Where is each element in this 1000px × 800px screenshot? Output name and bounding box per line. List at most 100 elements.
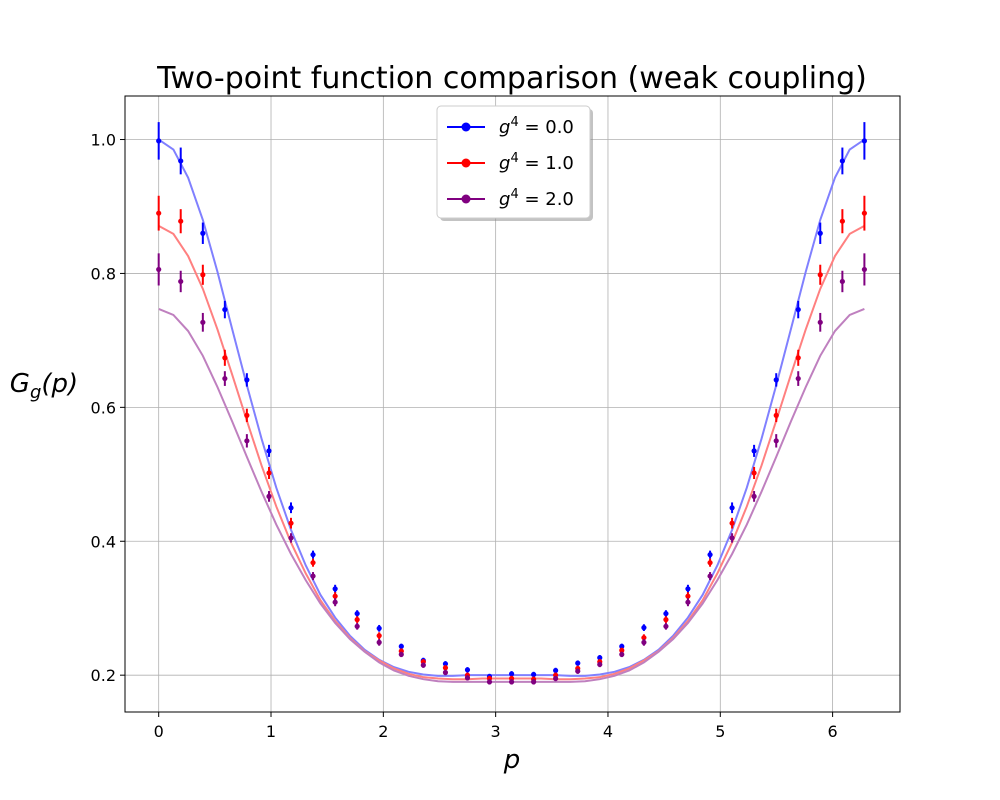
- data-point: [729, 505, 735, 511]
- x-tick-label: 3: [491, 722, 501, 741]
- plot-frame: [124, 95, 901, 713]
- data-point: [751, 493, 757, 499]
- legend-marker: [461, 158, 471, 168]
- data-point: [839, 158, 845, 164]
- data-point: [376, 639, 382, 645]
- series-curve: [158, 225, 865, 681]
- data-point: [751, 470, 757, 476]
- y-tick-label: 0.8: [91, 264, 116, 283]
- data-point: [707, 560, 713, 566]
- chart-title: Two-point function comparison (weak coup…: [156, 61, 867, 96]
- data-point: [442, 669, 449, 676]
- points-layer: [156, 122, 867, 685]
- data-point: [597, 661, 603, 668]
- data-point: [795, 306, 801, 313]
- data-point: [597, 655, 603, 661]
- data-point: [310, 573, 316, 579]
- data-point: [619, 647, 625, 654]
- data-point: [707, 573, 713, 579]
- data-point: [531, 671, 537, 678]
- data-point: [178, 218, 184, 224]
- data-point: [486, 679, 493, 685]
- y-tick-label: 0.2: [91, 666, 116, 685]
- data-point: [376, 633, 382, 639]
- data-point: [773, 412, 779, 418]
- y-tick-label: 1.0: [91, 131, 116, 150]
- x-axis-label: p: [503, 745, 521, 775]
- data-point: [663, 617, 669, 623]
- data-point: [619, 651, 625, 658]
- data-point: [685, 599, 691, 605]
- data-point: [244, 377, 250, 383]
- data-point: [641, 639, 647, 645]
- y-axis-label: Gg(p): [10, 369, 78, 403]
- data-point: [442, 665, 449, 671]
- legend-marker: [461, 122, 471, 132]
- data-point: [310, 560, 316, 566]
- x-tick-label: 6: [828, 722, 838, 741]
- data-point: [288, 505, 294, 511]
- data-point: [200, 272, 206, 278]
- data-point: [310, 552, 316, 558]
- data-point: [861, 210, 867, 216]
- ticks-layer: 0 1 2 3 4 5 6 0.2 0.4 0.6 0.8 1.0: [91, 131, 838, 741]
- series-curve: [158, 307, 865, 683]
- data-point: [332, 593, 338, 599]
- data-point: [795, 355, 801, 361]
- data-point: [464, 667, 471, 673]
- x-tick-label: 1: [266, 722, 276, 741]
- legend-marker: [461, 194, 471, 204]
- data-point: [641, 635, 647, 641]
- data-point: [222, 306, 228, 313]
- data-point: [354, 610, 360, 617]
- data-point: [222, 375, 228, 382]
- data-point: [663, 610, 669, 617]
- data-point: [420, 662, 426, 668]
- data-point: [575, 660, 581, 666]
- y-tick-label: 0.4: [91, 532, 116, 551]
- data-point: [266, 448, 272, 454]
- data-point: [398, 651, 404, 658]
- legend: g4 = 0.0 g4 = 1.0 g4 = 2.0: [436, 105, 593, 221]
- data-point: [839, 278, 845, 285]
- data-point: [795, 375, 801, 382]
- data-point: [817, 230, 823, 236]
- data-point: [178, 158, 184, 164]
- data-point: [663, 623, 669, 629]
- data-point: [354, 623, 360, 629]
- data-point: [729, 520, 735, 526]
- data-point: [509, 679, 515, 685]
- x-tick-label: 0: [154, 722, 164, 741]
- data-point: [354, 617, 360, 623]
- data-point: [156, 210, 162, 216]
- data-point: [707, 552, 713, 558]
- data-point: [861, 266, 867, 273]
- legend-label: g4 = 2.0: [499, 187, 574, 210]
- data-point: [266, 493, 272, 499]
- data-point: [685, 593, 691, 599]
- data-point: [156, 138, 162, 144]
- data-point: [839, 218, 845, 224]
- data-point: [641, 625, 647, 631]
- data-point: [398, 643, 404, 649]
- data-point: [376, 625, 382, 631]
- data-point: [861, 138, 867, 144]
- x-tick-label: 4: [603, 722, 613, 741]
- data-point: [266, 470, 272, 476]
- data-point: [553, 675, 559, 682]
- data-point: [244, 438, 250, 444]
- data-point: [156, 266, 162, 273]
- data-point: [222, 355, 228, 361]
- data-point: [685, 586, 691, 592]
- data-point: [553, 667, 559, 674]
- data-point: [332, 599, 338, 605]
- data-point: [288, 520, 294, 526]
- data-point: [817, 319, 823, 325]
- data-point: [619, 643, 625, 649]
- data-point: [751, 448, 757, 454]
- legend-label: g4 = 1.0: [499, 151, 574, 174]
- data-point: [442, 661, 449, 667]
- data-point: [729, 535, 735, 541]
